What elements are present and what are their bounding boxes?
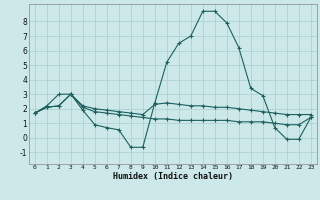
X-axis label: Humidex (Indice chaleur): Humidex (Indice chaleur) [113,172,233,181]
